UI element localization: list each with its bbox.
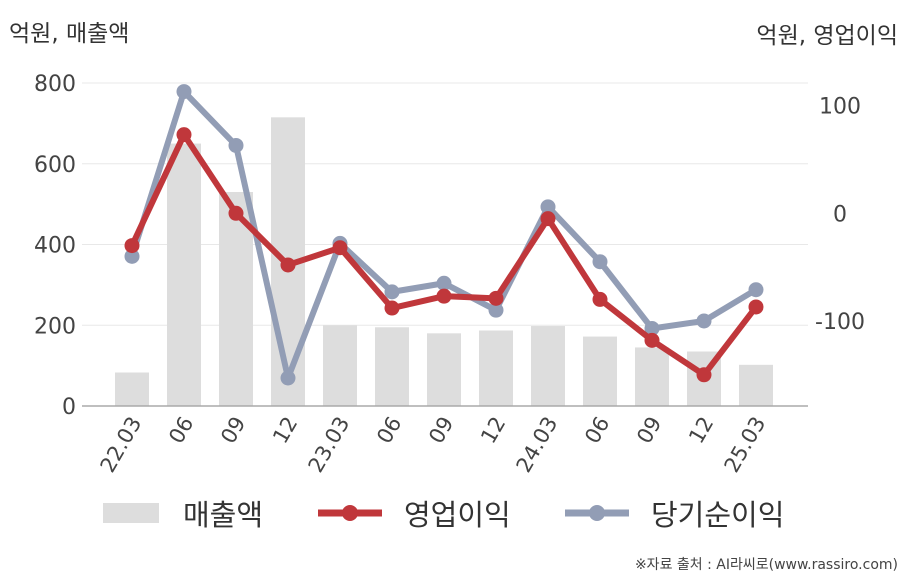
left-axis-unit: 억원, 매출액 xyxy=(9,21,130,47)
operating-profit-point xyxy=(592,291,608,307)
x-tick-label: 12 xyxy=(268,413,302,448)
revenue-bars xyxy=(115,117,773,406)
x-tick-label: 09 xyxy=(216,413,250,448)
operating-profit-point xyxy=(332,240,348,256)
source-note: ※자료 출처 : AI라씨로(www.rassiro.com) xyxy=(634,557,898,573)
operating-profit-point xyxy=(644,332,660,348)
revenue-bar xyxy=(375,327,409,406)
operating-profit-point xyxy=(176,127,192,143)
legend-item-net-income: 당기순이익 xyxy=(565,488,784,538)
net-income-point xyxy=(644,320,660,336)
right-axis-ticks: -100 0 100 xyxy=(815,95,865,335)
x-tick-label: 06 xyxy=(580,413,614,448)
net-income-point xyxy=(176,84,192,100)
right-tick-label: 100 xyxy=(819,95,861,120)
revenue-bar xyxy=(167,143,201,406)
operating-profit-point xyxy=(436,288,452,304)
net-income-point xyxy=(748,282,764,298)
x-tick-label: 25.03 xyxy=(719,413,770,477)
x-axis-ticks: 22.03 06 09 12 23.03 06 09 12 24.03 06 09 12 25.03 xyxy=(95,413,770,477)
left-tick-label: 800 xyxy=(34,72,76,97)
left-tick-label: 400 xyxy=(34,234,76,259)
legend-label-operating-profit: 영업이익 xyxy=(404,498,511,532)
net-income-point xyxy=(436,275,452,291)
x-tick-label: 06 xyxy=(164,413,198,448)
net-income-point xyxy=(384,284,400,300)
operating-profit-point xyxy=(384,300,400,316)
operating-profit-point xyxy=(540,211,556,227)
revenue-bar xyxy=(427,333,461,406)
x-tick-label: 12 xyxy=(684,413,718,448)
legend-item-operating-profit: 영업이익 xyxy=(318,488,511,538)
x-tick-label: 09 xyxy=(632,413,666,448)
legend-label-net-income: 당기순이익 xyxy=(651,498,785,532)
left-tick-label: 200 xyxy=(34,314,76,339)
revenue-bar xyxy=(583,336,617,406)
net-income-point xyxy=(592,254,608,270)
legend-item-revenue: 매출액 xyxy=(103,488,263,538)
legend-label-revenue: 매출액 xyxy=(183,498,264,532)
net-income-point xyxy=(696,313,712,329)
revenue-bar xyxy=(115,372,149,406)
net-income-point xyxy=(280,370,296,386)
x-tick-label: 23.03 xyxy=(303,413,354,477)
legend-swatch-operating-profit xyxy=(318,505,382,521)
right-tick-label: -100 xyxy=(815,310,865,335)
profit-lines xyxy=(124,84,764,386)
left-axis-ticks: 0 200 400 600 800 xyxy=(34,72,76,420)
revenue-bar xyxy=(531,326,565,406)
operating-profit-point xyxy=(228,205,244,221)
x-tick-label: 12 xyxy=(476,413,510,448)
x-tick-label: 24.03 xyxy=(511,413,562,477)
net-income-point xyxy=(124,248,140,264)
revenue-bar xyxy=(323,325,357,406)
right-axis-unit: 억원, 영업이익 xyxy=(756,23,898,49)
x-tick-label: 22.03 xyxy=(95,413,146,477)
operating-profit-point xyxy=(748,299,764,315)
operating-profit-point xyxy=(124,238,140,254)
operating-profit-point xyxy=(280,257,296,273)
operating-profit-point xyxy=(696,367,712,383)
net-income-point xyxy=(228,137,244,153)
left-tick-label: 600 xyxy=(34,153,76,178)
x-tick-label: 06 xyxy=(372,413,406,448)
revenue-bar xyxy=(479,330,513,406)
left-tick-label: 0 xyxy=(62,395,76,420)
x-tick-label: 09 xyxy=(424,413,458,448)
net-income-point xyxy=(540,199,556,215)
revenue-bar xyxy=(635,347,669,406)
legend: 매출액 영업이익 당기순이익 xyxy=(0,488,908,538)
operating-profit-point xyxy=(488,290,504,306)
revenue-bar xyxy=(739,364,773,406)
net-income-point xyxy=(488,302,504,318)
legend-swatch-net-income xyxy=(565,505,629,521)
right-tick-label: 0 xyxy=(833,202,847,227)
legend-swatch-revenue xyxy=(103,503,159,523)
